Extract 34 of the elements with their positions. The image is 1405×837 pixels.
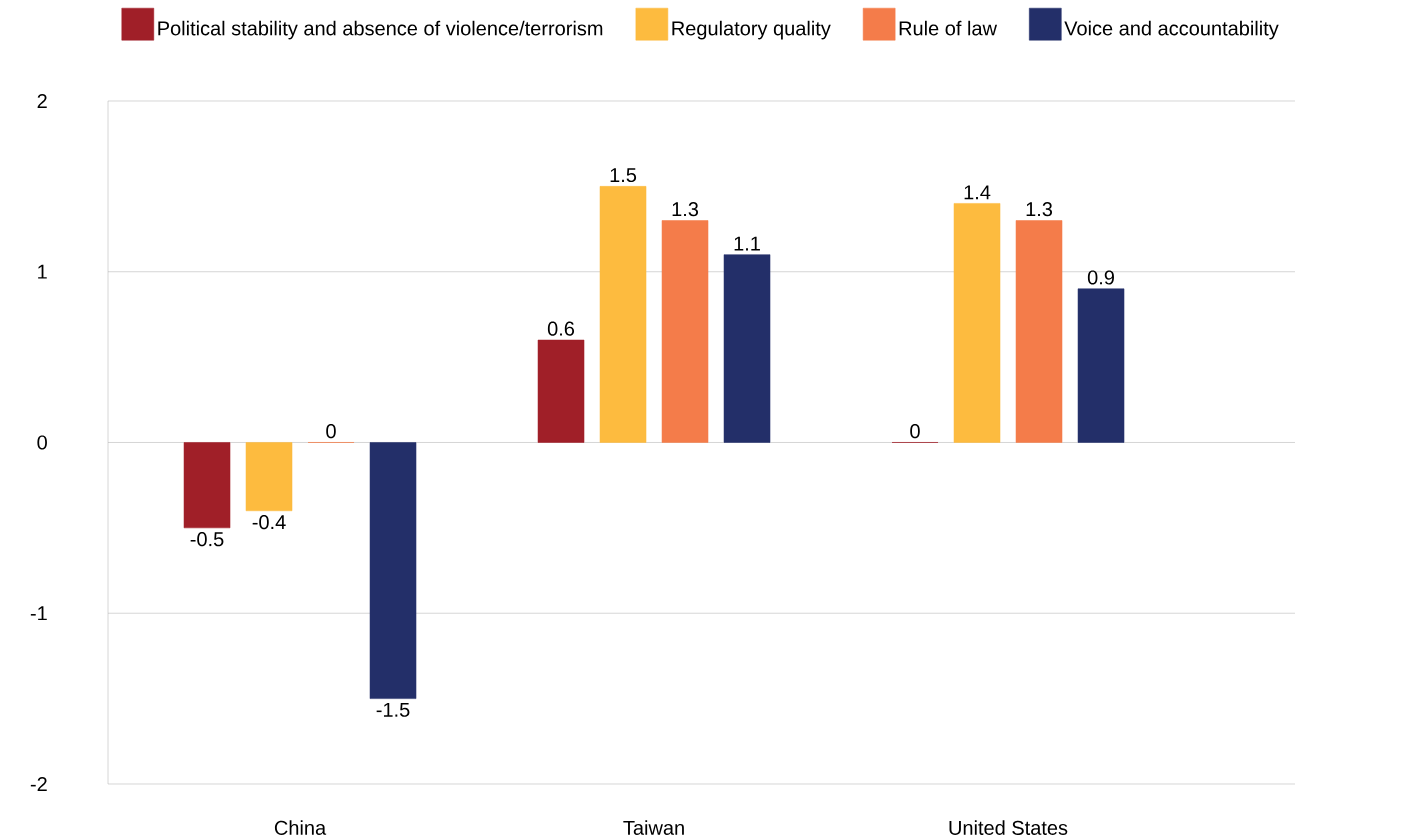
bar xyxy=(1015,220,1063,443)
x-tick-label: China xyxy=(274,820,327,835)
bar xyxy=(245,442,293,512)
legend-label: Regulatory quality xyxy=(672,20,831,40)
y-tick-label: 0 xyxy=(37,435,47,450)
data-label: 0 xyxy=(910,424,920,439)
bar xyxy=(661,220,709,443)
data-label: 0.9 xyxy=(1087,270,1114,285)
y-tick-label: 1 xyxy=(38,264,47,279)
bar xyxy=(1077,288,1125,443)
data-label: -0.4 xyxy=(252,515,286,530)
data-label: 0 xyxy=(326,424,336,439)
legend-label: Voice and accountability xyxy=(1064,20,1279,40)
bar xyxy=(599,186,647,443)
y-tick-label: -2 xyxy=(30,777,47,791)
bar xyxy=(537,339,585,443)
bar xyxy=(183,442,231,529)
bar xyxy=(723,254,771,443)
bar xyxy=(369,442,417,699)
x-tick-label: United States xyxy=(949,820,1068,835)
data-label: 1.1 xyxy=(734,236,760,251)
legend-label: Political stability and absence of violence/terrorism xyxy=(158,20,603,40)
legend-label: Rule of law xyxy=(899,20,998,36)
data-label: -0.5 xyxy=(190,532,224,547)
y-tick-label: 2 xyxy=(37,94,47,108)
data-label: 1.4 xyxy=(964,185,991,200)
y-tick-label: -1 xyxy=(30,606,47,621)
x-tick-label: Taiwan xyxy=(623,820,684,835)
data-label: 0.6 xyxy=(547,321,575,336)
bar xyxy=(953,203,1001,443)
data-label: 1.5 xyxy=(610,168,637,183)
data-label: -1.5 xyxy=(376,702,410,717)
data-label: 1.3 xyxy=(1026,202,1053,217)
data-label: 1.3 xyxy=(672,202,699,217)
